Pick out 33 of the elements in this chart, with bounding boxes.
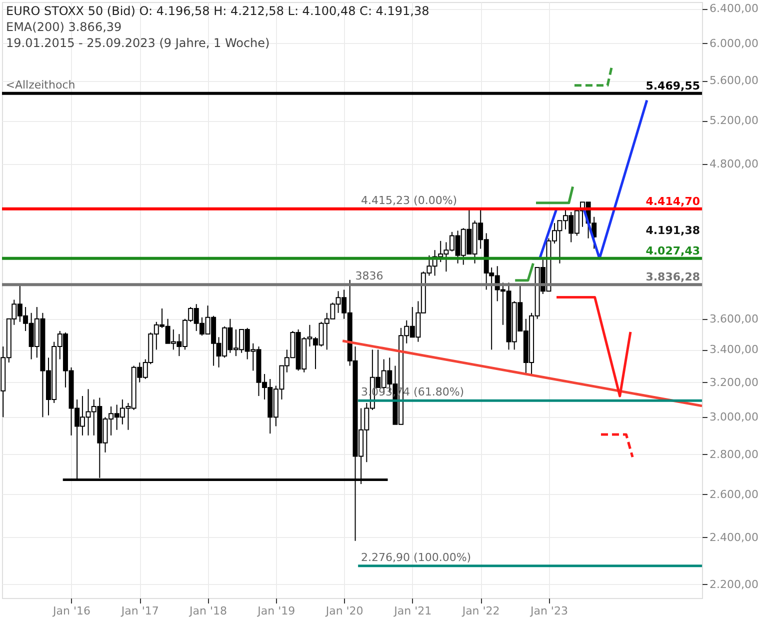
y-tick-label: 3.000,00 xyxy=(710,410,758,424)
annotation: EMA(200) 3.866,39 xyxy=(6,20,122,34)
y-tick-label: 2.200,00 xyxy=(710,578,758,591)
y-tick-label: 3.600,00 xyxy=(710,312,758,326)
annotation: 4.415,23 (0.00%) xyxy=(361,194,458,207)
y-tick-label: 5.600,00 xyxy=(710,74,758,88)
y-tick-label: 5.200,00 xyxy=(710,114,758,128)
ref-line-label: 4.027,43 xyxy=(646,244,700,258)
y-tick-label: 2.400,00 xyxy=(710,530,758,544)
x-tick-label: Jan '18 xyxy=(188,604,228,618)
x-tick-label: Jan '21 xyxy=(393,604,432,618)
y-tick-label: 3.200,00 xyxy=(710,376,758,389)
annotation: 4.191,38 xyxy=(646,224,700,237)
ref-line-label: 4.414,70 xyxy=(646,194,700,208)
ref-line-label: 5.469,55 xyxy=(646,79,700,92)
y-tick-label: 4.800,00 xyxy=(710,157,758,170)
annotation: <Allzeithoch xyxy=(6,78,76,92)
y-tick-label: 2.600,00 xyxy=(710,488,758,501)
chart-title: EURO STOXX 50 (Bid) O: 4.196,58 H: 4.212,58 L: 4.100,48 C: 4.191,38 xyxy=(6,4,430,18)
y-tick-label: 6.400,00 xyxy=(710,2,758,16)
y-tick-label: 6.000,00 xyxy=(710,36,758,50)
x-tick-label: Jan '19 xyxy=(256,604,296,618)
x-tick-label: Jan '16 xyxy=(52,604,91,618)
annotation: 2.276,90 (100.00%) xyxy=(361,550,472,564)
x-tick-label: Jan '22 xyxy=(461,604,500,618)
y-tick-label: 3.400,00 xyxy=(710,343,758,356)
x-tick-label: Jan '20 xyxy=(324,604,364,618)
annotation: 19.01.2015 - 25.09.2023 (9 Jahre, 1 Woche) xyxy=(6,36,270,50)
y-tick-label: 2.800,00 xyxy=(710,448,758,461)
ref-line-label: 3.836,28 xyxy=(646,270,700,284)
annotation: 3836 xyxy=(355,270,384,283)
x-tick-label: Jan '17 xyxy=(120,604,159,618)
x-tick-label: Jan '23 xyxy=(529,604,568,618)
